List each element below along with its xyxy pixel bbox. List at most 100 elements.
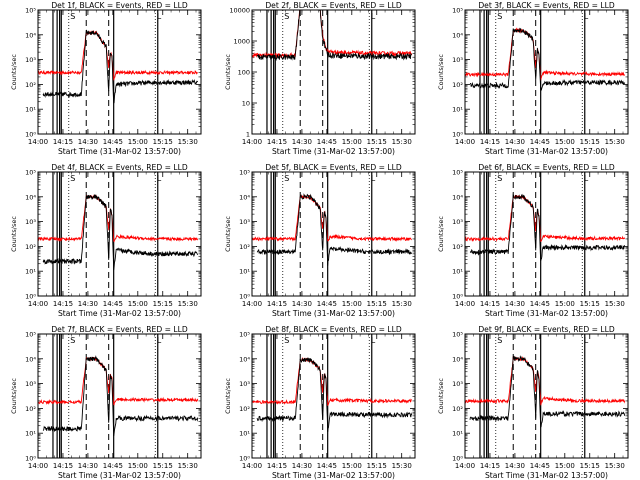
marker-label: L [371, 174, 376, 183]
marker-label: S [497, 12, 502, 21]
panel-det7: Det 7f, BLACK = Events, RED = LLD Counts/… [10, 325, 202, 480]
lld-curve [38, 29, 199, 81]
y-tick-label: 10⁰ [239, 455, 250, 463]
y-tick-label: 10⁰ [452, 455, 463, 463]
x-tick-label: 15:00 [555, 462, 575, 470]
x-tick-label: 14:00 [28, 300, 48, 308]
x-tick-label: 14:15 [480, 138, 500, 146]
y-axis-label: Counts/sec [10, 54, 18, 90]
event-markers [266, 10, 373, 134]
y-tick-label: 10³ [25, 218, 36, 226]
y-tick-label: 10³ [452, 218, 463, 226]
x-tick-label: 14:15 [267, 300, 287, 308]
events-curve [469, 355, 626, 428]
y-tick-label: 10³ [452, 380, 463, 388]
x-tick-label: 14:45 [530, 138, 550, 146]
x-tick-label: 14:15 [53, 462, 73, 470]
x-tick-label: 15:00 [555, 300, 575, 308]
x-axis-label: Start Time (31-Mar-02 13:57:00) [58, 471, 181, 480]
panel-title: Det 5f, BLACK = Events, RED = LLD [265, 163, 402, 172]
panel-det2: Det 2f, BLACK = Events, RED = LLD Counts/… [224, 1, 416, 156]
lld-curve [38, 194, 199, 243]
x-tick-label: 15:00 [342, 300, 362, 308]
x-tick-label: 14:00 [28, 462, 48, 470]
y-tick-label: 10⁵ [25, 169, 36, 177]
y-tick-label: 10³ [239, 380, 250, 388]
events-curve [469, 193, 625, 261]
y-axis-label: Counts/sec [224, 378, 232, 414]
x-tick-label: 14:15 [53, 300, 73, 308]
x-tick-label: 15:30 [392, 462, 412, 470]
x-tick-label: 14:45 [317, 138, 337, 146]
event-markers [479, 334, 586, 458]
x-tick-label: 15:30 [605, 138, 625, 146]
y-tick-label: 10² [452, 243, 463, 251]
y-tick-label: 10000 [229, 7, 250, 15]
event-markers [52, 334, 159, 458]
x-tick-label: 14:15 [267, 138, 287, 146]
y-tick-label: 10² [452, 405, 463, 413]
marker-label: L [371, 336, 376, 345]
y-tick-label: 10¹ [25, 106, 36, 114]
x-tick-label: 15:00 [342, 462, 362, 470]
plot-frame [37, 171, 202, 297]
x-tick-label: 14:30 [78, 300, 98, 308]
x-tick-label: 15:15 [580, 138, 600, 146]
x-tick-label: 14:30 [292, 462, 312, 470]
plot-frame [464, 171, 629, 297]
x-tick-label: 14:45 [103, 300, 123, 308]
panel-det4: Det 4f, BLACK = Events, RED = LLD Counts/… [10, 163, 202, 318]
x-tick-label: 14:30 [78, 138, 98, 146]
lld-curve [252, 194, 412, 242]
marker-label: S [70, 336, 75, 345]
panel-title: Det 3f, BLACK = Events, RED = LLD [478, 1, 615, 10]
event-markers [52, 172, 159, 296]
x-tick-label: 14:45 [530, 462, 550, 470]
panel-title: Det 7f, BLACK = Events, RED = LLD [51, 325, 188, 334]
y-tick-label: 10⁰ [25, 455, 36, 463]
panel-det8: Det 8f, BLACK = Events, RED = LLD Counts/… [224, 325, 416, 480]
x-tick-label: 14:30 [292, 300, 312, 308]
y-axis-label: Counts/sec [437, 54, 445, 90]
y-axis-label: Counts/sec [10, 216, 18, 252]
events-curve [42, 29, 199, 104]
y-tick-label: 10⁵ [25, 331, 36, 339]
panel-title: Det 6f, BLACK = Events, RED = LLD [478, 163, 615, 172]
y-axis-label: Counts/sec [224, 216, 232, 252]
y-tick-label: 10⁴ [452, 355, 463, 363]
x-tick-label: 14:00 [242, 300, 262, 308]
x-tick-label: 15:15 [153, 300, 173, 308]
y-tick-label: 10¹ [239, 430, 250, 438]
event-markers [266, 334, 373, 458]
lld-curve [252, 10, 413, 59]
x-tick-label: 14:45 [317, 300, 337, 308]
x-tick-label: 14:15 [480, 462, 500, 470]
x-tick-label: 15:00 [555, 138, 575, 146]
x-tick-label: 14:45 [317, 462, 337, 470]
plot-frame [251, 9, 416, 135]
x-tick-label: 14:30 [505, 138, 525, 146]
events-curve [256, 193, 413, 266]
y-tick-label: 10² [239, 405, 250, 413]
y-tick-label: 10⁰ [452, 131, 463, 139]
y-tick-label: 10⁵ [452, 331, 463, 339]
x-tick-label: 15:30 [392, 300, 412, 308]
x-tick-label: 14:45 [103, 138, 123, 146]
marker-label: L [371, 12, 376, 21]
y-tick-label: 10⁰ [452, 293, 463, 301]
x-tick-label: 14:00 [242, 462, 262, 470]
x-tick-label: 15:00 [128, 138, 148, 146]
x-tick-label: 15:30 [605, 462, 625, 470]
y-tick-label: 10⁴ [25, 355, 36, 363]
x-tick-label: 15:15 [153, 138, 173, 146]
x-axis-label: Start Time (31-Mar-02 13:57:00) [485, 147, 608, 156]
plot-frame [37, 333, 202, 459]
panel-title: Det 2f, BLACK = Events, RED = LLD [265, 1, 402, 10]
y-tick-label: 10⁵ [452, 7, 463, 15]
x-tick-label: 14:00 [242, 138, 262, 146]
y-tick-label: 10¹ [25, 268, 36, 276]
y-tick-label: 10¹ [25, 430, 36, 438]
y-tick-label: 1 [246, 131, 250, 139]
x-tick-label: 14:30 [505, 462, 525, 470]
marker-label: S [70, 174, 75, 183]
